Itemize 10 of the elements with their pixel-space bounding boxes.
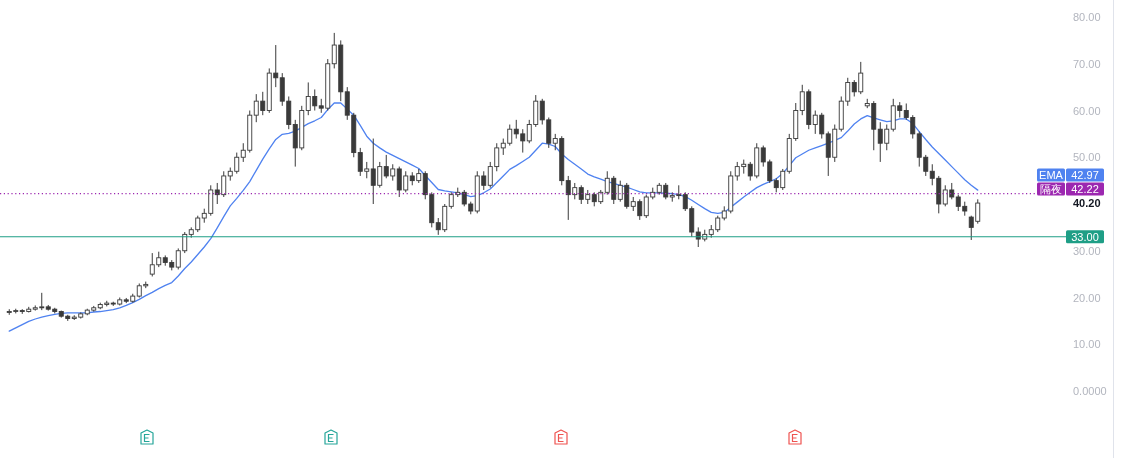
y-tick-label: 50.00 [1073, 151, 1101, 164]
y-tick-label: 70.00 [1073, 57, 1101, 70]
y-tick-label: 30.00 [1073, 244, 1101, 257]
y-tick-label: 20.00 [1073, 291, 1101, 304]
y-tick-label: 10.00 [1073, 338, 1101, 351]
y-tick-label: 60.00 [1073, 104, 1101, 117]
price-tag-value: 33.00 [1066, 230, 1104, 244]
last-price: 40.20 [1073, 197, 1101, 210]
y-tick-label: 0.0000 [1073, 385, 1107, 397]
y-tick-label: 80.00 [1073, 11, 1101, 23]
